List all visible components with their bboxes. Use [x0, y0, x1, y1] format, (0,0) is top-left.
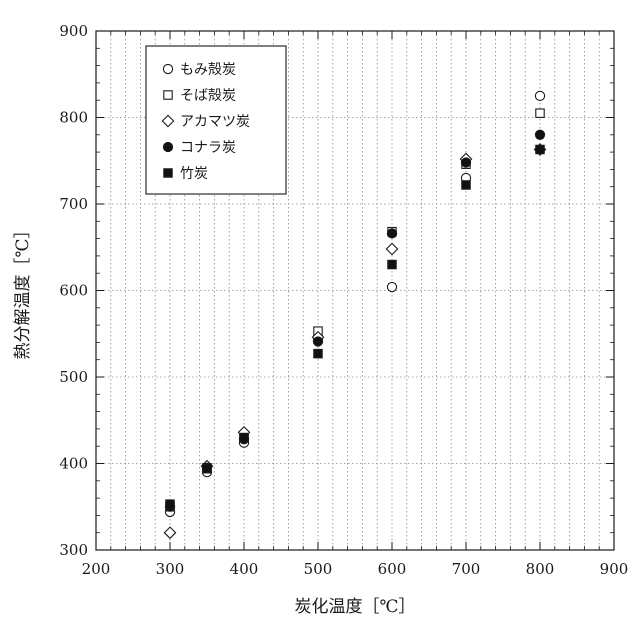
y-tick-label: 700 [59, 195, 88, 213]
x-tick-label: 300 [156, 560, 185, 578]
data-point [166, 500, 174, 508]
data-point [536, 109, 544, 117]
data-point [536, 145, 544, 153]
series-5 [166, 145, 544, 508]
data-point [535, 130, 544, 139]
y-tick-label: 800 [59, 109, 88, 127]
data-point [314, 349, 322, 357]
legend-marker [164, 169, 172, 177]
y-axis-label: 熱分解温度［℃］ [13, 221, 33, 359]
data-point [535, 91, 544, 100]
series-3 [164, 144, 545, 538]
x-tick-label: 900 [600, 560, 629, 578]
data-point [164, 527, 175, 538]
legend-label: もみ殻炭 [180, 62, 236, 78]
data-point [462, 181, 470, 189]
x-tick-label: 200 [82, 560, 111, 578]
data-point [203, 464, 211, 472]
legend-label: そば殻炭 [180, 88, 236, 104]
legend-marker [164, 91, 172, 99]
data-point [240, 433, 248, 441]
y-tick-label: 500 [59, 368, 88, 386]
x-tick-label: 500 [304, 560, 333, 578]
legend-label: コナラ炭 [180, 140, 236, 156]
x-tick-label: 800 [526, 560, 555, 578]
legend-marker [163, 142, 172, 151]
data-point [313, 337, 322, 346]
y-tick-label: 400 [59, 455, 88, 473]
legend-marker [163, 64, 172, 73]
data-point [461, 158, 470, 167]
data-point [386, 243, 397, 254]
x-axis-label: 炭化温度［℃］ [294, 597, 415, 617]
legend-label: 竹炭 [180, 166, 208, 182]
data-point [388, 260, 396, 268]
legend-label: アカマツ炭 [180, 114, 250, 130]
axis-ticks: 2003004005006007008009003004005006007008… [59, 22, 628, 578]
x-tick-label: 600 [378, 560, 407, 578]
y-tick-label: 900 [59, 22, 88, 40]
data-point [387, 282, 396, 291]
data-point [387, 229, 396, 238]
y-tick-label: 600 [59, 282, 88, 300]
legend: もみ殻炭そば殻炭アカマツ炭コナラ炭竹炭 [146, 46, 286, 194]
x-tick-label: 400 [230, 560, 259, 578]
x-tick-label: 700 [452, 560, 481, 578]
y-tick-label: 300 [59, 541, 88, 559]
